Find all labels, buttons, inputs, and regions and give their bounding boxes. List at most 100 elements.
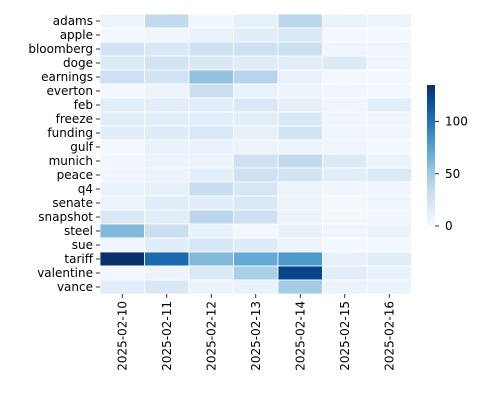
row-label: q4 (78, 182, 93, 196)
heatmap-cell (99, 69, 145, 85)
heatmap-cell (233, 265, 279, 281)
heatmap-cell (99, 125, 145, 141)
heatmap-cell (188, 195, 234, 211)
heatmap-cell (277, 125, 323, 141)
heatmap-cell (99, 139, 145, 155)
heatmap-cell (277, 265, 323, 281)
heatmap-cell (144, 111, 190, 127)
row-label: earnings (41, 70, 93, 84)
column-label: 2025-02-14 (293, 301, 307, 371)
heatmap-cell (144, 27, 190, 43)
heatmap-cell (366, 83, 412, 99)
row-label: valentine (37, 266, 93, 280)
heatmap-cell (144, 69, 190, 85)
heatmap-cell (366, 69, 412, 85)
heatmap-cell (366, 41, 412, 57)
row-label: vance (57, 280, 93, 294)
heatmap-cell (322, 265, 368, 281)
heatmap-cell (277, 209, 323, 225)
heatmap-cell (144, 209, 190, 225)
heatmap-cell (366, 153, 412, 169)
heatmap-cell (99, 251, 145, 267)
heatmap-cell (322, 223, 368, 239)
heatmap-cell (322, 97, 368, 113)
heatmap-cell (188, 251, 234, 267)
heatmap-cell (322, 237, 368, 253)
heatmap-cell (99, 237, 145, 253)
heatmap-cell (188, 265, 234, 281)
heatmap-cell (144, 41, 190, 57)
heatmap-cell (233, 83, 279, 99)
row-label: adams (53, 14, 93, 28)
heatmap-cell (366, 237, 412, 253)
heatmap-cell (99, 27, 145, 43)
heatmap-cell (188, 153, 234, 169)
row-label: munich (49, 154, 93, 168)
heatmap-cell (322, 139, 368, 155)
heatmap-cell (99, 181, 145, 197)
heatmap-cells (99, 13, 412, 295)
heatmap-cell (233, 153, 279, 169)
heatmap-cell (188, 97, 234, 113)
column-label: 2025-02-13 (249, 301, 263, 371)
row-label: sue (72, 238, 93, 252)
heatmap-cell (322, 13, 368, 29)
heatmap-cell (188, 209, 234, 225)
heatmap-cell (99, 111, 145, 127)
heatmap-cell (277, 27, 323, 43)
row-label: steel (64, 224, 93, 238)
heatmap-cell (322, 27, 368, 43)
heatmap-cell (144, 181, 190, 197)
heatmap-cell (277, 181, 323, 197)
heatmap-cell (99, 209, 145, 225)
heatmap-cell (366, 251, 412, 267)
heatmap-cell (99, 153, 145, 169)
heatmap-cell (188, 223, 234, 239)
heatmap-cell (233, 139, 279, 155)
heatmap-cell (188, 181, 234, 197)
heatmap-cell (233, 111, 279, 127)
heatmap-cell (277, 223, 323, 239)
row-label: funding (47, 126, 93, 140)
heatmap-cell (366, 27, 412, 43)
heatmap-cell (188, 69, 234, 85)
colorbar-tick-label: 100 (445, 115, 468, 129)
heatmap-cell (277, 195, 323, 211)
heatmap-cell (188, 279, 234, 295)
heatmap-cell (322, 55, 368, 71)
heatmap-cell (144, 265, 190, 281)
heatmap-cell (188, 139, 234, 155)
heatmap-cell (322, 251, 368, 267)
row-label: gulf (70, 140, 94, 154)
heatmap-cell (144, 13, 190, 29)
row-label: senate (52, 196, 93, 210)
heatmap-cell (99, 83, 145, 99)
heatmap-cell (233, 167, 279, 183)
heatmap-cell (188, 27, 234, 43)
heatmap-cell (233, 41, 279, 57)
heatmap-cell (188, 111, 234, 127)
heatmap-cell (144, 83, 190, 99)
heatmap-cell (277, 55, 323, 71)
row-tick-labels: adamsapplebloombergdogeearningsevertonfe… (28, 14, 100, 294)
heatmap-cell (233, 209, 279, 225)
heatmap-cell (188, 41, 234, 57)
heatmap-cell (277, 41, 323, 57)
heatmap-cell (144, 251, 190, 267)
heatmap-cell (366, 181, 412, 197)
heatmap-cell (144, 279, 190, 295)
row-label: snapshot (38, 210, 93, 224)
heatmap-cell (144, 55, 190, 71)
heatmap-cell (233, 181, 279, 197)
column-label: 2025-02-12 (204, 301, 218, 371)
heatmap-cell (233, 251, 279, 267)
heatmap-cell (144, 195, 190, 211)
heatmap-cell (99, 279, 145, 295)
heatmap-cell (277, 97, 323, 113)
column-label: 2025-02-11 (160, 301, 174, 371)
heatmap-cell (366, 111, 412, 127)
heatmap-cell (277, 111, 323, 127)
heatmap-cell (366, 167, 412, 183)
heatmap-cell (233, 55, 279, 71)
